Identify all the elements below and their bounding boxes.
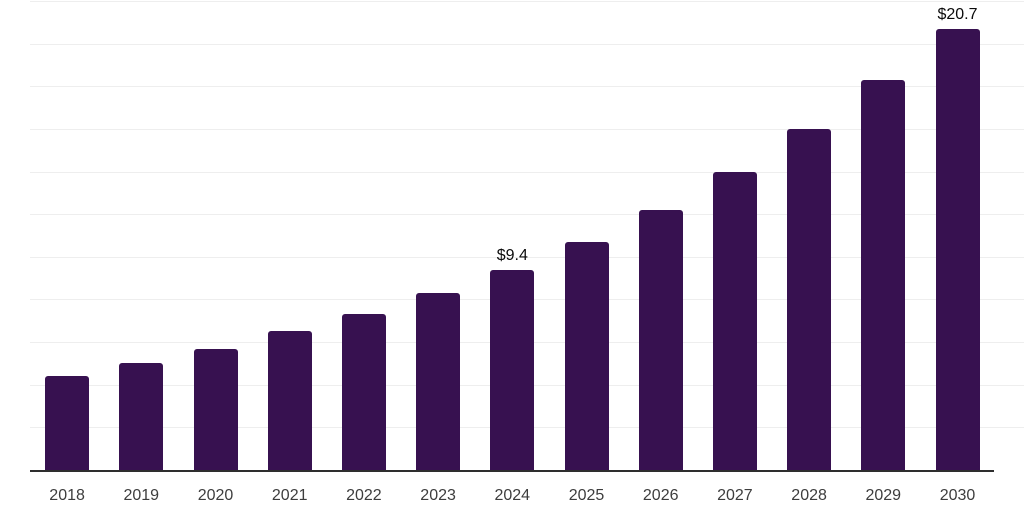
x-tick-label-2028: 2028 <box>791 487 827 504</box>
x-tick-label-2021: 2021 <box>271 487 308 504</box>
x-tick-label-2025: 2025 <box>568 487 605 504</box>
gridline-y10 <box>30 256 1024 258</box>
x-tick-label-2018: 2018 <box>49 487 85 504</box>
bar-2027 <box>712 171 757 470</box>
x-tick-label-2029: 2029 <box>865 487 902 504</box>
bar-2018 <box>45 376 90 470</box>
bar-2026 <box>638 209 683 470</box>
x-tick-label-2027: 2027 <box>717 487 753 504</box>
bar-2023 <box>416 293 461 470</box>
x-tick-label-2022: 2022 <box>346 487 382 504</box>
x-tick-label-2030: 2030 <box>939 487 976 504</box>
gridline-y16 <box>30 128 1024 130</box>
gridline-y14 <box>30 171 1024 173</box>
bar-2028 <box>787 128 832 470</box>
x-tick-label-2020: 2020 <box>197 487 234 504</box>
value-label-2030: $20.7 <box>937 5 978 23</box>
x-tick-label-2024: 2024 <box>494 487 531 504</box>
x-tick-label-2019: 2019 <box>123 487 160 504</box>
x-axis-line <box>30 469 994 472</box>
gridline-y12 <box>30 214 1024 216</box>
gridline-y20 <box>30 43 1024 45</box>
gridline-y18 <box>30 86 1024 88</box>
x-tick-label-2023: 2023 <box>420 487 456 504</box>
x-tick-label-2026: 2026 <box>642 487 679 504</box>
gridline-y22 <box>30 1 1024 3</box>
bar-2022 <box>341 314 386 470</box>
bar-2024 <box>490 269 535 470</box>
bar-2021 <box>267 331 312 470</box>
bar-2030 <box>935 28 980 470</box>
bar-2019 <box>119 363 164 470</box>
bar-2025 <box>564 241 609 470</box>
value-label-2024: $9.4 <box>496 246 528 264</box>
bar-2029 <box>861 79 906 470</box>
bar-2020 <box>193 348 238 470</box>
